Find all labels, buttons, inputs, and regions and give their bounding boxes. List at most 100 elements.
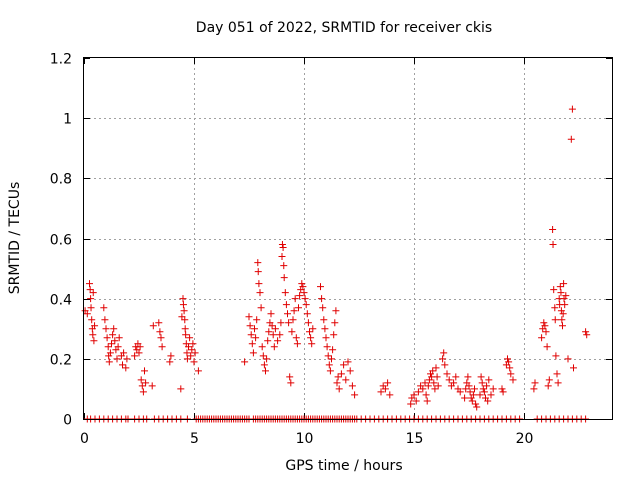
data-point [443, 370, 451, 378]
data-point [560, 280, 568, 288]
data-point [557, 289, 565, 297]
data-point [270, 343, 278, 351]
data-point [560, 295, 568, 303]
x-tick-label: 0 [80, 431, 89, 447]
data-point [309, 325, 317, 333]
data-point [505, 358, 513, 366]
data-point [407, 400, 415, 408]
data-point [149, 322, 157, 330]
data-point [543, 343, 551, 351]
data-point [464, 373, 472, 381]
data-point [504, 355, 511, 363]
data-point [178, 313, 186, 321]
data-point [445, 376, 453, 384]
data-point [377, 388, 385, 396]
data-point [303, 310, 311, 318]
data-point [473, 403, 481, 411]
data-point [260, 361, 268, 369]
data-point [564, 355, 572, 363]
data-point [462, 385, 470, 393]
data-point [257, 304, 265, 312]
data-point [551, 304, 559, 312]
data-point [109, 331, 117, 339]
data-point [334, 373, 342, 381]
data-point [551, 316, 559, 324]
data-point [291, 295, 299, 303]
data-point [279, 244, 287, 252]
data-point [332, 307, 340, 315]
data-point [384, 379, 392, 387]
data-point [179, 295, 187, 303]
data-point [108, 340, 115, 348]
chart-title: Day 051 of 2022, SRMTID for receiver cki… [196, 20, 492, 36]
data-point [119, 361, 126, 369]
data-point [183, 349, 191, 357]
data-point [136, 343, 144, 351]
data-point [344, 358, 352, 366]
data-point [439, 355, 447, 363]
tick-labels: 0 0.2 0.4 0.6 0.8 1 1.2 0 5 10 15 20 [50, 52, 534, 448]
data-point [348, 382, 356, 390]
data-point [410, 391, 418, 399]
data-point [489, 385, 497, 393]
data-point [141, 367, 148, 375]
data-point [340, 361, 348, 369]
data-point [549, 225, 557, 233]
data-point [111, 337, 119, 345]
data-point [101, 316, 109, 324]
data-point [269, 331, 277, 339]
data-point [540, 319, 548, 327]
data-point [381, 385, 389, 393]
data-point [431, 385, 439, 393]
data-point [188, 346, 196, 354]
data-point [191, 349, 199, 357]
data-point [456, 388, 464, 396]
data-point [432, 364, 440, 372]
data-point [259, 352, 267, 360]
data-point [434, 382, 442, 390]
data-point [553, 370, 561, 378]
data-point [414, 388, 422, 396]
data-point [542, 328, 550, 336]
data-point [328, 355, 335, 363]
data-point [469, 391, 477, 399]
data-point [182, 331, 190, 339]
data-point [86, 286, 94, 294]
data-point [472, 400, 480, 408]
y-tick-label: 0.8 [50, 172, 72, 188]
data-point [468, 397, 476, 405]
data-point [302, 301, 310, 309]
data-point [179, 301, 187, 309]
data-point [139, 388, 147, 396]
data-point [148, 382, 156, 390]
data-point [267, 310, 275, 318]
data-point [319, 304, 327, 312]
data-point [322, 334, 330, 342]
data-point [412, 397, 420, 405]
data-point [351, 391, 359, 399]
data-point [559, 310, 567, 318]
data-point [156, 328, 164, 336]
data-point [284, 310, 291, 318]
data-point [265, 328, 273, 336]
data-point [484, 397, 492, 405]
data-point [582, 328, 590, 336]
data-point [142, 379, 150, 387]
data-point [286, 373, 294, 381]
data-point [177, 385, 185, 393]
data-point [189, 340, 197, 348]
data-point [181, 316, 189, 324]
data-point [307, 334, 315, 342]
data-point [254, 268, 262, 276]
data-point [556, 283, 564, 291]
data-point [346, 367, 354, 375]
data-point [559, 322, 566, 330]
data-point [335, 385, 343, 393]
data-point [271, 325, 279, 333]
data-point [281, 289, 289, 297]
data-point [480, 388, 488, 396]
data-point [252, 334, 260, 342]
data-point [583, 331, 591, 339]
data-point [487, 391, 495, 399]
y-axis-title: SRMTID / TECUs [7, 182, 23, 295]
